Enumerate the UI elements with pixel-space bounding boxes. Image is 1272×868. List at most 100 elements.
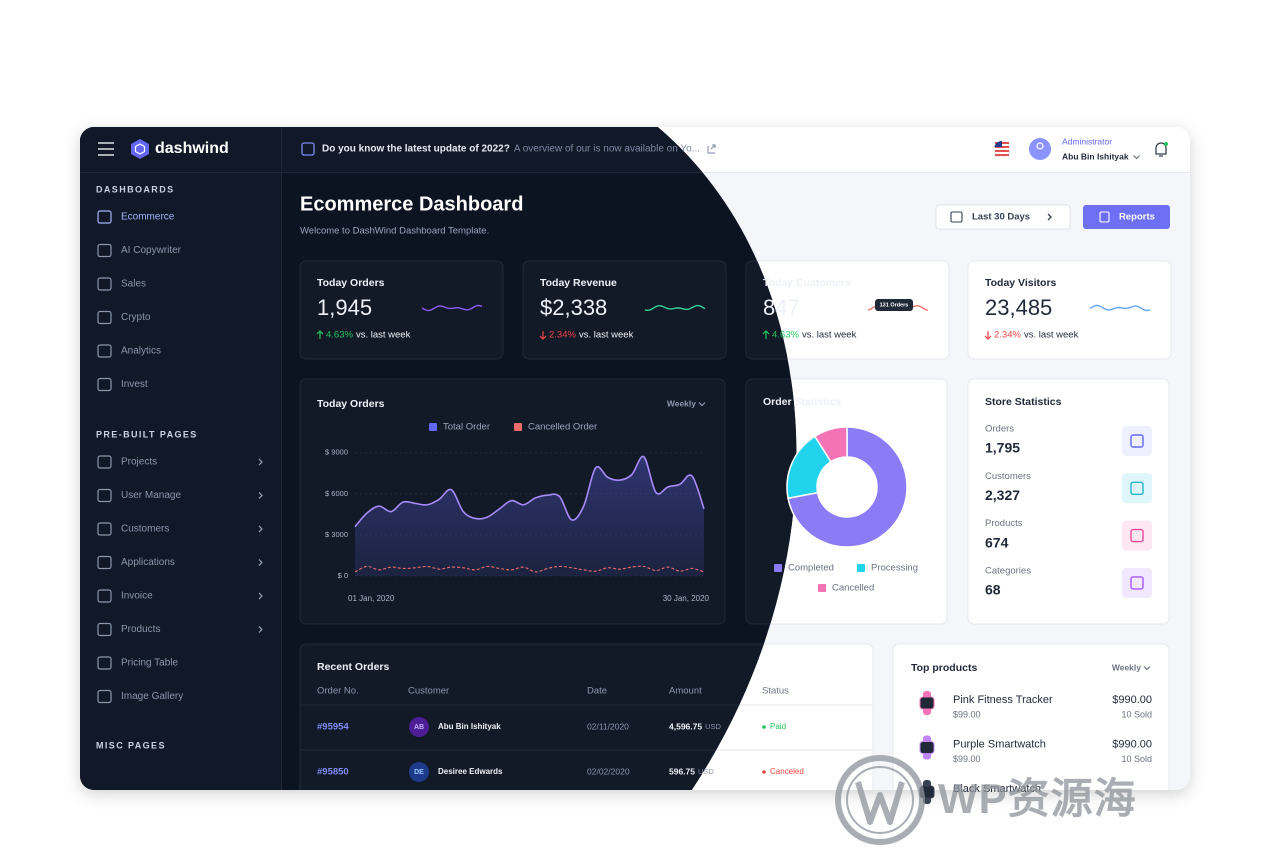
stat-value: 2,327: [985, 487, 1020, 503]
menu-item[interactable]: User Manage: [121, 490, 181, 501]
column-header: Order No.: [317, 686, 359, 697]
tooltip-text: 131 Orders: [880, 302, 909, 308]
chevron: [258, 458, 263, 466]
stat-value: 674: [985, 534, 1009, 550]
y-tick-label: $ 9000: [325, 448, 348, 457]
menu-icon: [97, 689, 112, 704]
customer-name: Desiree Edwards: [438, 767, 503, 776]
sidebar: [80, 127, 281, 790]
x-tick-label: 01 Jan, 2020: [348, 594, 395, 603]
chevron-down: [1133, 155, 1141, 160]
product-face: [919, 741, 935, 754]
stat-note: vs. last week: [1024, 330, 1079, 341]
stat-icon-box: [1122, 567, 1152, 598]
period-select[interactable]: Weekly: [667, 398, 696, 408]
chevron: [1047, 213, 1052, 221]
menu-item[interactable]: Image Gallery: [121, 691, 183, 702]
legend-swatch: [857, 564, 865, 572]
product-total: $990.00: [1112, 738, 1152, 750]
products-card: [892, 643, 1170, 790]
watermark-text: WP资源海: [938, 775, 1137, 822]
bell-icon[interactable]: [1155, 142, 1167, 157]
menu-item[interactable]: Invoice: [121, 591, 153, 602]
card-title: Top products: [911, 662, 977, 674]
product-total: $990.00: [1112, 694, 1152, 706]
user-role: Administrator: [1062, 136, 1112, 146]
status-label: Paid: [770, 722, 786, 731]
product-unit-price: $99.00: [953, 709, 981, 719]
product-face: [919, 696, 935, 710]
range-button[interactable]: [935, 204, 1071, 230]
announcement-title[interactable]: Do you know the latest update of 2022?: [322, 144, 510, 155]
menu-item[interactable]: Ecommerce: [121, 212, 175, 223]
donut-segment: [787, 426, 908, 548]
legend-label[interactable]: Cancelled: [832, 583, 874, 594]
menu-icon: [97, 455, 112, 469]
stat-label: Categories: [985, 565, 1031, 576]
stat-value: 23,485: [985, 295, 1052, 320]
menu-icon: [97, 344, 112, 358]
store-card: [967, 378, 1170, 625]
order-number[interactable]: #95850: [317, 767, 349, 778]
menu-item[interactable]: Invest: [121, 379, 148, 390]
stat-title: Today Revenue: [540, 277, 617, 289]
menu-item[interactable]: Pricing Table: [121, 658, 179, 669]
tooltip: [875, 299, 913, 311]
range-button-label[interactable]: Last 30 Days: [972, 212, 1030, 223]
menu-item[interactable]: Products: [121, 624, 160, 635]
menu-item[interactable]: Crypto: [121, 312, 151, 323]
menu-icon: [97, 210, 112, 224]
legend-swatch: [514, 423, 522, 431]
stat-title: Today Visitors: [985, 277, 1057, 289]
menu-item[interactable]: Sales: [121, 279, 146, 290]
avatar-head: [1036, 142, 1044, 150]
chevron-down: [1143, 666, 1151, 671]
page-title: Ecommerce Dashboard: [300, 193, 523, 215]
stat-card: [299, 260, 504, 360]
chevron: [258, 559, 263, 566]
customer-name: Abu Bin Ishityak: [438, 722, 501, 731]
stat-icon-box: [1122, 473, 1152, 504]
flag-canton: [994, 141, 1002, 147]
menu-icon: [97, 589, 112, 603]
period-select[interactable]: Weekly: [1112, 662, 1141, 672]
menu-item[interactable]: Projects: [121, 457, 157, 468]
page-subtitle: Welcome to DashWind Dashboard Template.: [300, 226, 489, 237]
stat-icon-box: [1122, 426, 1152, 456]
chevron-down: [698, 402, 706, 407]
stat-change: 4.63%: [772, 330, 799, 341]
stat-icon: [1130, 528, 1144, 543]
legend-swatch: [818, 584, 826, 592]
sidebar-wrap: [80, 127, 282, 790]
product-name[interactable]: Black Smartwatch: [953, 783, 1041, 795]
calendar-icon: [950, 211, 963, 223]
menu-item[interactable]: Applications: [121, 557, 175, 568]
menu-item[interactable]: AI Copywriter: [121, 245, 182, 256]
y-tick-label: $ 6000: [325, 489, 348, 498]
stat-label: Customers: [985, 471, 1031, 482]
legend-label[interactable]: Total Order: [443, 422, 490, 433]
product-name[interactable]: Purple Smartwatch: [953, 738, 1046, 750]
stat-title: Today Orders: [317, 277, 385, 289]
menu-item[interactable]: Customers: [121, 524, 169, 535]
user-name[interactable]: Abu Bin Ishityak: [1062, 151, 1129, 161]
legend-label[interactable]: Completed: [788, 563, 834, 574]
x-tick-label: 30 Jan, 2020: [663, 594, 710, 603]
column-header: Status: [762, 686, 789, 697]
column-header: Amount: [669, 686, 702, 697]
chevron: [258, 525, 263, 533]
announcement-text[interactable]: A overview of our is now available on Yo…: [514, 144, 700, 155]
y-tick-label: $ 3000: [325, 530, 348, 539]
reports-button[interactable]: [1083, 205, 1170, 229]
product-name[interactable]: Pink Fitness Tracker: [953, 694, 1053, 706]
trend-arrow: [984, 331, 992, 340]
legend-label[interactable]: Cancelled Order: [528, 422, 597, 433]
order-amount: 596.75: [669, 766, 695, 776]
legend-label[interactable]: Processing: [871, 563, 918, 574]
bell-dot: [1164, 142, 1168, 146]
reports-button-label[interactable]: Reports: [1119, 212, 1155, 223]
order-currency: USD: [698, 767, 714, 776]
order-number[interactable]: #95954: [317, 722, 349, 733]
menu-item[interactable]: Analytics: [121, 346, 161, 357]
stat-value: 1,945: [317, 295, 372, 320]
